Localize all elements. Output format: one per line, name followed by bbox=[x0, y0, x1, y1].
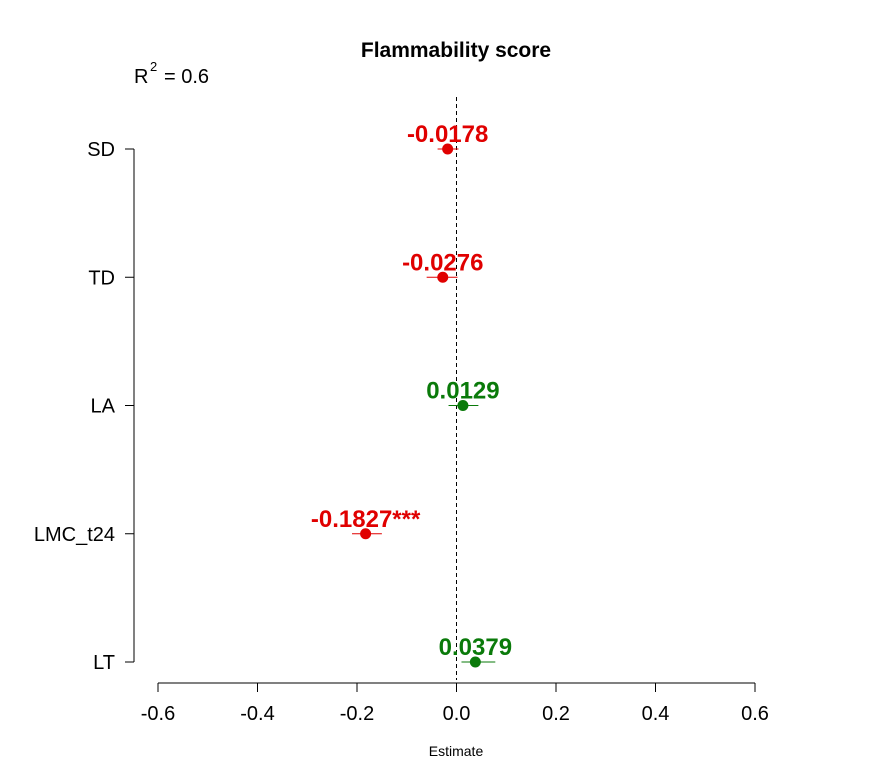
estimate-label: -0.0276 bbox=[402, 249, 483, 276]
y-tick-label: TD bbox=[88, 267, 115, 289]
x-tick-label: 0.0 bbox=[443, 703, 471, 725]
x-tick-label: -0.6 bbox=[141, 703, 175, 725]
y-axis: SD TD LA LMC_t24 LT bbox=[34, 139, 135, 674]
estimate-SD: -0.0178 bbox=[407, 121, 488, 155]
estimate-LMC_t24: -0.1827*** bbox=[311, 506, 421, 540]
estimate-label: 0.0379 bbox=[439, 634, 512, 661]
y-tick-label: LT bbox=[93, 652, 115, 674]
y-tick-label: SD bbox=[87, 139, 115, 161]
estimate-LA: 0.0129 bbox=[426, 378, 500, 411]
estimate-TD: -0.0276 bbox=[402, 249, 483, 283]
r2-symbol: R bbox=[134, 66, 148, 88]
estimate-label: -0.1827*** bbox=[311, 506, 421, 533]
y-tick-label: LMC_t24 bbox=[34, 524, 115, 546]
r2-annotation: R 2 = 0.6 bbox=[134, 59, 209, 88]
x-axis-label: Estimate bbox=[429, 743, 484, 759]
estimate-point bbox=[437, 271, 449, 283]
y-tick-label: LA bbox=[91, 396, 116, 418]
r2-superscript: 2 bbox=[150, 59, 157, 74]
estimate-label: -0.0178 bbox=[407, 121, 488, 148]
estimate-point bbox=[469, 656, 481, 668]
estimate-point bbox=[442, 143, 454, 155]
x-tick-label: 0.6 bbox=[741, 703, 769, 725]
x-tick-label: 0.2 bbox=[542, 703, 570, 725]
estimate-point bbox=[457, 400, 469, 411]
x-tick-label: -0.2 bbox=[340, 703, 374, 725]
x-tick-label: 0.4 bbox=[642, 703, 670, 725]
estimate-point bbox=[360, 528, 372, 540]
r2-value: = 0.6 bbox=[164, 66, 209, 88]
x-axis: -0.6 -0.4 -0.2 0.0 0.2 0.4 0.6 bbox=[141, 682, 769, 725]
chart-title: Flammability score bbox=[361, 39, 551, 62]
estimate-label: 0.0129 bbox=[426, 378, 499, 405]
estimates-layer: -0.0178 -0.0276 0.0129 -0.1827*** 0.0379 bbox=[311, 121, 512, 668]
estimate-LT: 0.0379 bbox=[439, 634, 512, 668]
x-tick-label: -0.4 bbox=[240, 703, 274, 725]
